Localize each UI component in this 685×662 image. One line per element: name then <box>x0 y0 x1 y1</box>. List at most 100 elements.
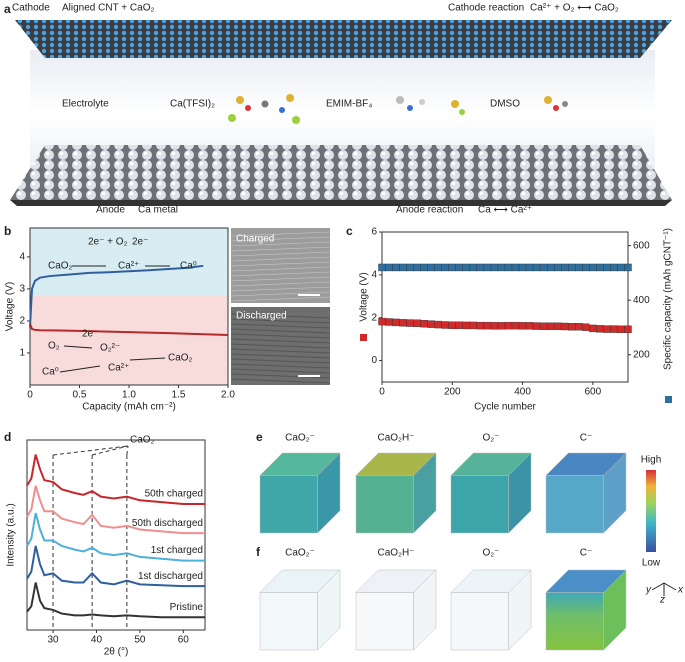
y-tick-label: 4 <box>19 251 25 262</box>
anode-base <box>10 200 672 206</box>
point <box>575 323 583 331</box>
point <box>582 323 590 331</box>
point <box>497 322 506 330</box>
point <box>399 263 407 272</box>
axes-triad <box>651 582 677 596</box>
y2-tick-label: 200 <box>633 349 650 360</box>
x-tick-label: 0.5 <box>73 390 87 401</box>
point <box>568 263 576 272</box>
point <box>511 263 520 272</box>
point <box>385 318 393 326</box>
point <box>525 263 534 272</box>
point <box>483 321 492 330</box>
point <box>420 263 428 272</box>
y2-tick-label: 400 <box>633 295 650 306</box>
y-tick-label: 4 <box>371 269 377 280</box>
sem-texture <box>230 328 331 334</box>
point <box>434 263 442 272</box>
cube-title: C⁻ <box>580 433 593 444</box>
data-line <box>26 582 205 619</box>
point <box>504 321 513 330</box>
density-cube <box>317 452 341 534</box>
y-axis-label: Intensity (a.u.) <box>6 503 17 566</box>
arrow <box>59 345 166 373</box>
panel-label: e <box>256 430 263 444</box>
sem-texture <box>230 251 331 257</box>
point <box>561 322 569 331</box>
x-tick-label: 400 <box>514 387 531 398</box>
annotation: CaO₂ <box>48 261 73 272</box>
cube-title: O₂⁻ <box>483 548 500 559</box>
point <box>554 322 562 330</box>
point <box>511 321 520 330</box>
y2-axis-label: Specific capacity (mAh gCNT⁻¹) <box>663 228 674 370</box>
label-anode-reaction: Anode reaction <box>396 205 463 216</box>
density-cube <box>259 592 318 651</box>
sem-texture <box>230 281 331 287</box>
y-axis-label: Voltage (V) <box>5 282 16 331</box>
colorbar-high: High <box>641 455 662 466</box>
x-axis-label: 2θ (°) <box>104 647 129 658</box>
cube-title: C⁻ <box>580 548 593 559</box>
sem-texture <box>230 231 331 237</box>
y-tick-label: 3 <box>19 284 25 295</box>
panel-label: c <box>346 224 353 238</box>
point <box>532 263 541 272</box>
annotation: Ca²⁺ <box>108 363 129 374</box>
x-tick-label: 50 <box>134 635 146 646</box>
point <box>596 325 604 333</box>
density-cube <box>355 475 414 534</box>
cathode-slab <box>15 20 672 58</box>
molecules <box>228 94 568 124</box>
annotation: Ca⁰ <box>42 367 59 378</box>
x-tick-label: 0 <box>27 390 33 401</box>
series-label: 50th discharged <box>132 518 203 529</box>
cube-title: CaO₂⁻ <box>285 548 315 559</box>
point <box>546 322 555 330</box>
point <box>589 263 597 272</box>
y-tick-label: 2 <box>19 316 25 327</box>
label-ionic-liquid: EMIM-BF₄ <box>326 99 372 110</box>
label-salt: Ca(TFSI)₂ <box>170 99 215 110</box>
point <box>539 322 548 330</box>
x-tick-label: 40 <box>91 635 103 646</box>
sem-texture <box>230 333 331 339</box>
panel-label: b <box>4 224 11 238</box>
y-legend-key <box>360 334 367 341</box>
point <box>603 263 611 272</box>
point <box>504 263 513 272</box>
plot-frame <box>381 231 629 383</box>
point <box>554 263 562 272</box>
annotation: O₂ <box>48 341 60 352</box>
density-cube <box>545 475 604 534</box>
reference-label: CaO₂ <box>130 435 155 446</box>
point <box>582 263 590 272</box>
point <box>617 325 625 333</box>
annotation: Ca²⁺ <box>118 261 139 272</box>
density-cube <box>259 475 318 534</box>
point <box>596 263 604 272</box>
x-tick-label: 30 <box>47 635 59 646</box>
point <box>434 320 442 329</box>
point <box>561 263 569 272</box>
series-label: 50th charged <box>145 489 203 500</box>
point <box>413 319 421 327</box>
inset-label: Charged <box>236 234 274 245</box>
anode-slab <box>10 145 672 200</box>
point <box>469 263 478 272</box>
sem-texture <box>230 323 331 329</box>
x-tick-label: 200 <box>444 387 461 398</box>
sem-texture <box>230 296 331 302</box>
point <box>462 263 471 272</box>
point <box>568 323 576 331</box>
sem-texture <box>230 256 331 262</box>
sem-texture <box>230 246 331 252</box>
y2-legend-key <box>665 396 672 403</box>
point <box>462 321 471 330</box>
label-cathode: Cathode <box>12 3 50 14</box>
cube-title: O₂⁻ <box>483 433 500 444</box>
sem-texture <box>230 343 331 349</box>
sem-texture <box>230 236 331 242</box>
label-cathode-reaction: Cathode reaction <box>448 3 524 14</box>
sem-texture <box>230 353 331 359</box>
